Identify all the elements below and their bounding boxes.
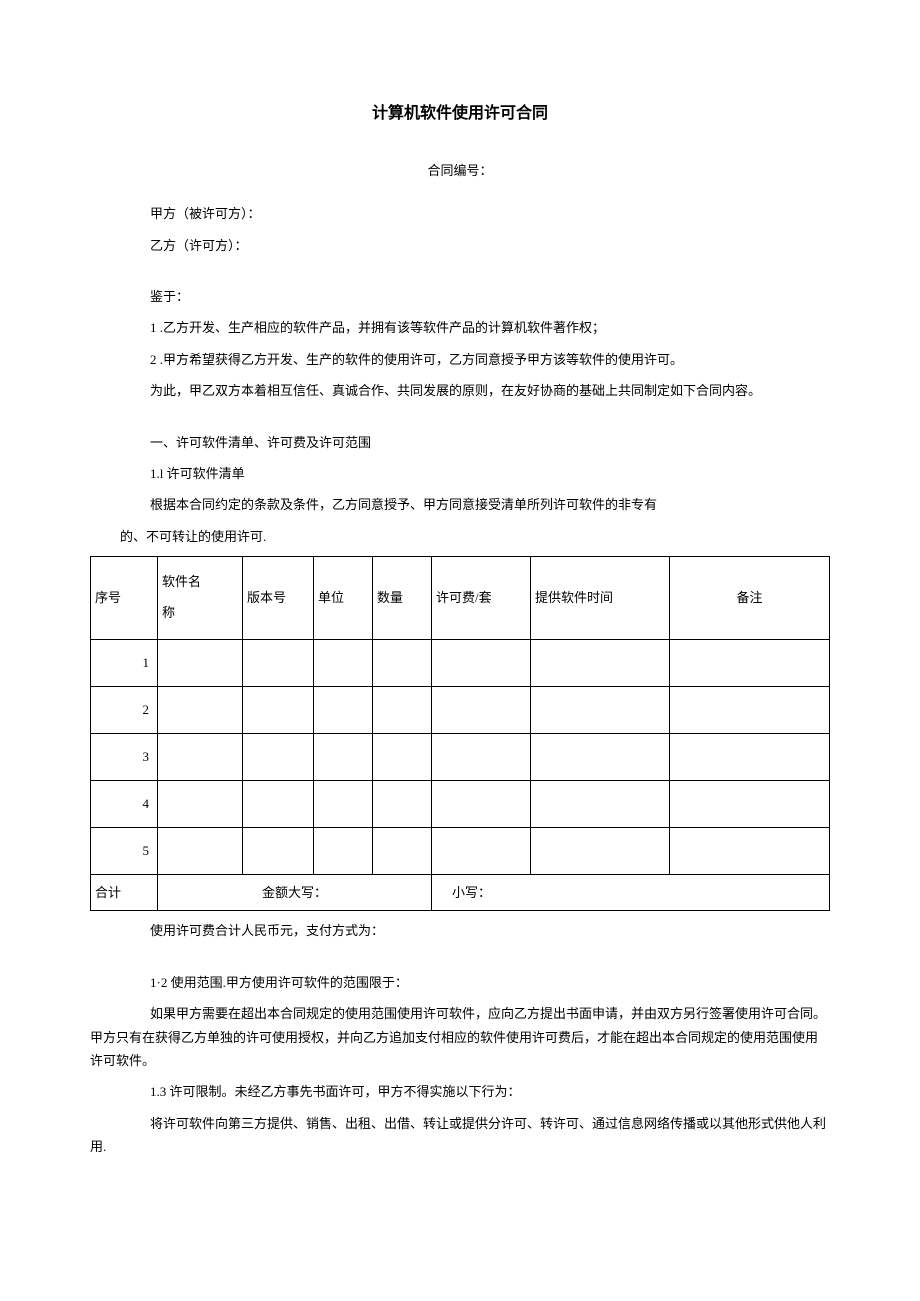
th-qty: 数量 xyxy=(373,557,432,640)
th-unit: 单位 xyxy=(314,557,373,640)
th-time: 提供软件时间 xyxy=(531,557,670,640)
cell-fee xyxy=(432,640,531,687)
whereas-item-1: 1 .乙方开发、生产相应的软件产品，并拥有该等软件产品的计算机软件著作权； xyxy=(150,316,830,339)
whereas-item-2: 2 .甲方希望获得乙方开发、生产的软件的使用许可，乙方同意授予甲方该等软件的使用… xyxy=(150,348,830,371)
cell-note xyxy=(670,640,830,687)
section-1-2-para: 如果甲方需要在超出本合同规定的使用范围使用许可软件，应向乙方提出书面申请，并由双… xyxy=(90,1002,830,1072)
cell-qty xyxy=(373,687,432,734)
table-header-row: 序号 软件名 称 版本号 单位 数量 许可费/套 提供软件时间 备注 xyxy=(91,557,830,640)
table-row: 3 xyxy=(91,734,830,781)
cell-name xyxy=(158,781,243,828)
cell-seq: 4 xyxy=(91,781,158,828)
table-row: 2 xyxy=(91,687,830,734)
section-1-3-heading: 1.3 许可限制。未经乙方事先书面许可，甲方不得实施以下行为： xyxy=(150,1080,830,1103)
th-note: 备注 xyxy=(670,557,830,640)
cell-name xyxy=(158,687,243,734)
amount-upper: 金额大写： xyxy=(158,875,432,911)
contract-number-label: 合同编号： xyxy=(90,159,830,182)
section-1-3-para: 将许可软件向第三方提供、销售、出租、出借、转让或提供分许可、转许可、通过信息网络… xyxy=(90,1112,830,1159)
cell-time xyxy=(531,687,670,734)
cell-version xyxy=(243,687,314,734)
cell-fee xyxy=(432,687,531,734)
th-name-line2: 称 xyxy=(162,603,238,624)
total-label: 合计 xyxy=(91,875,158,911)
th-seq: 序号 xyxy=(91,557,158,640)
cell-seq: 1 xyxy=(91,640,158,687)
cell-version xyxy=(243,781,314,828)
fee-note: 使用许可费合计人民币元，支付方式为： xyxy=(150,919,830,942)
section-1-2-heading: 1·2 使用范围.甲方使用许可软件的范围限于： xyxy=(150,971,830,994)
section-1-1-desc: 根据本合同约定的条款及条件，乙方同意授予、甲方同意接受清单所列许可软件的非专有 xyxy=(150,493,830,516)
cell-name xyxy=(158,828,243,875)
table-row: 4 xyxy=(91,781,830,828)
cell-fee xyxy=(432,734,531,781)
table-row: 5 xyxy=(91,828,830,875)
amount-lower: 小写： xyxy=(432,875,830,911)
cell-time xyxy=(531,781,670,828)
cell-qty xyxy=(373,640,432,687)
party-a-label: 甲方（被许可方）： xyxy=(150,202,830,225)
cell-qty xyxy=(373,781,432,828)
table-row: 1 xyxy=(91,640,830,687)
software-license-table: 序号 软件名 称 版本号 单位 数量 许可费/套 提供软件时间 备注 1 2 xyxy=(90,556,830,911)
cell-seq: 5 xyxy=(91,828,158,875)
th-fee: 许可费/套 xyxy=(432,557,531,640)
cell-note xyxy=(670,781,830,828)
cell-unit xyxy=(314,687,373,734)
cell-seq: 3 xyxy=(91,734,158,781)
table-total-row: 合计 金额大写： 小写： xyxy=(91,875,830,911)
cell-unit xyxy=(314,828,373,875)
cell-version xyxy=(243,828,314,875)
cell-time xyxy=(531,640,670,687)
section-1-heading: 一、许可软件清单、许可费及许可范围 xyxy=(150,431,830,454)
cell-time xyxy=(531,734,670,781)
th-name: 软件名 称 xyxy=(158,557,243,640)
cell-name xyxy=(158,734,243,781)
cell-unit xyxy=(314,734,373,781)
cell-seq: 2 xyxy=(91,687,158,734)
cell-qty xyxy=(373,734,432,781)
cell-version xyxy=(243,640,314,687)
cell-version xyxy=(243,734,314,781)
cell-time xyxy=(531,828,670,875)
cell-note xyxy=(670,734,830,781)
document-title: 计算机软件使用许可合同 xyxy=(90,100,830,129)
party-b-label: 乙方（许可方）： xyxy=(150,234,830,257)
cell-unit xyxy=(314,640,373,687)
cell-fee xyxy=(432,781,531,828)
whereas-label: 鉴于： xyxy=(150,285,830,308)
section-1-1-heading: 1.l 许可软件清单 xyxy=(150,462,830,485)
cell-note xyxy=(670,828,830,875)
cell-fee xyxy=(432,828,531,875)
section-1-1-desc-cont: 的、不可转让的使用许可. xyxy=(120,525,830,548)
cell-unit xyxy=(314,781,373,828)
cell-note xyxy=(670,687,830,734)
cell-name xyxy=(158,640,243,687)
cell-qty xyxy=(373,828,432,875)
th-name-line1: 软件名 xyxy=(162,572,238,593)
th-version: 版本号 xyxy=(243,557,314,640)
whereas-conclusion: 为此，甲乙双方本着相互信任、真诚合作、共同发展的原则，在友好协商的基础上共同制定… xyxy=(150,379,830,402)
